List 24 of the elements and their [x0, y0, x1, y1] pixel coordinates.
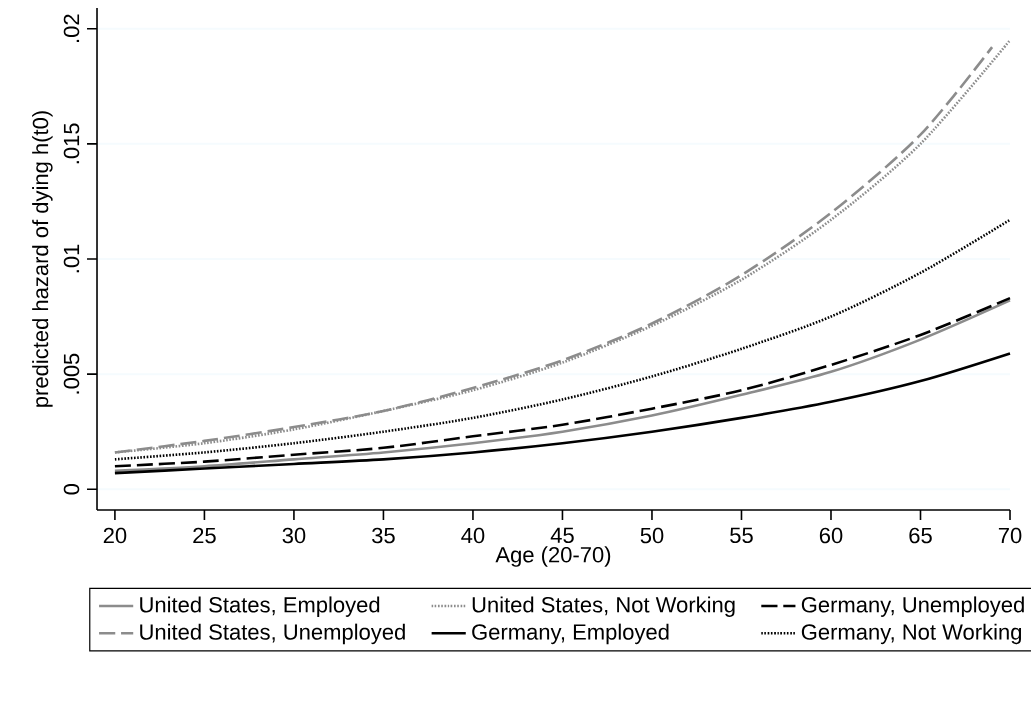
y-tick-label: .02 [63, 14, 80, 42]
x-tick-label: 50 [640, 527, 664, 544]
x-tick-label: 40 [461, 527, 485, 544]
legend-label: Germany, Employed [472, 623, 669, 645]
y-tick-label: .015 [63, 123, 80, 164]
y-tick-label: .01 [63, 244, 80, 273]
legend-label: Germany, Unemployed [801, 596, 1024, 617]
x-tick-label: 55 [730, 527, 753, 544]
legend-label: United States, Not Working [472, 596, 735, 617]
x-tick-label: 30 [282, 527, 306, 544]
x-tick-label: 35 [372, 527, 395, 544]
legend-label: United States, Employed [140, 596, 380, 617]
y-tick-label: 0 [63, 484, 80, 495]
x-tick-label: 20 [103, 527, 127, 544]
x-tick-label: 25 [193, 527, 216, 544]
x-tick-label: 60 [819, 527, 843, 544]
legend-label: Germany, Not Working [801, 623, 1022, 645]
x-tick-label: 70 [998, 527, 1022, 544]
x-tick-label: 65 [909, 527, 932, 544]
x-tick-label: 45 [550, 527, 574, 544]
y-tick-label: .005 [63, 353, 80, 394]
x-axis-title: Age (20-70) [495, 546, 611, 567]
legend-label: United States, Unemployed [140, 623, 405, 645]
y-axis-title: predicted hazard of dying h(t0) [32, 111, 53, 407]
